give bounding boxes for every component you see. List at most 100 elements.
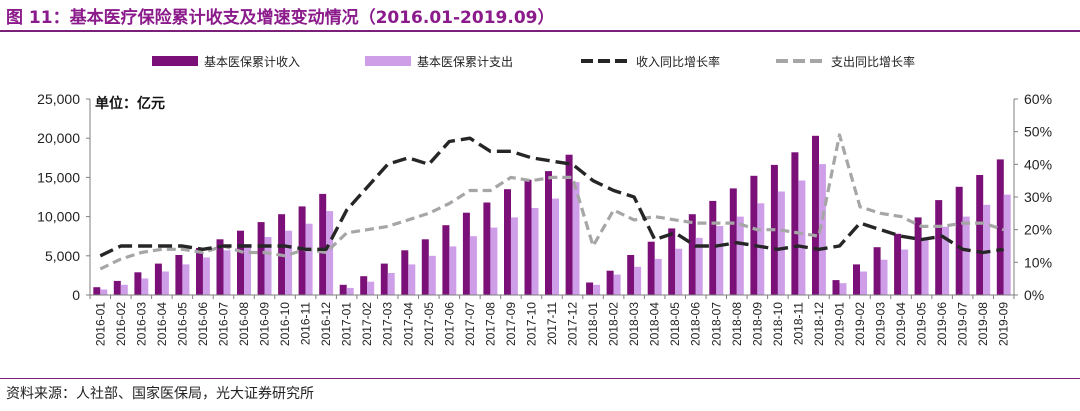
x-tick-label: 2018-06 [689,302,703,346]
bar-expense [798,180,806,295]
bar-income [339,284,347,295]
x-tick-label: 2017-04 [401,302,415,346]
bar-expense [387,273,395,295]
x-tick-label: 2017-02 [360,302,374,346]
y-left-tick-label: 15,000 [37,169,80,185]
x-tick-label: 2019-03 [874,302,888,346]
bar-income [380,263,388,295]
x-tick-label: 2017-11 [545,302,559,345]
bar-income [976,175,984,295]
bar-expense [716,226,724,295]
y-left-tick-label: 25,000 [37,91,80,107]
x-tick-label: 2016-04 [155,302,169,346]
bar-expense [490,227,498,295]
bar-income [545,171,552,295]
bar-income [894,233,902,295]
bar-expense [613,274,621,295]
bar-income [853,264,860,295]
bar-expense [880,259,888,295]
bar-income [935,200,943,295]
bar-income [113,280,121,295]
bar-income [750,175,758,295]
bar-expense [428,255,436,295]
title-divider [0,30,1080,32]
x-tick-label: 2016-09 [258,302,272,346]
bar-income [401,250,409,295]
legend-label-income-growth: 收入同比增长率 [636,54,720,69]
bar-expense [634,266,642,295]
bar-expense [100,289,108,295]
bar-expense [675,248,683,295]
legend-swatch-income [152,56,198,66]
x-tick-label: 2016-03 [134,302,148,346]
bar-expense [818,164,826,295]
bar-expense [408,264,416,295]
bar-expense [572,182,580,295]
bar-income [216,239,224,295]
bar-income [729,188,737,295]
y-right-tick-label: 50% [1024,124,1052,140]
bar-income [832,280,840,295]
chart-canvas: 基本医保累计收入 基本医保累计支出 收入同比增长率 支出同比增长率 单位：亿元 … [37,54,1052,346]
y-right-tick-label: 10% [1024,254,1052,270]
bar-expense [531,208,539,295]
x-tick-label: 2017-03 [381,302,395,346]
y-left-tick-label: 10,000 [37,209,80,225]
unit-label: 单位：亿元 [95,95,165,112]
legend-label-income: 基本医保累计收入 [204,55,300,69]
x-tick-label: 2016-07 [217,302,231,346]
bar-income [524,179,532,295]
bar-expense [367,281,375,295]
bar-income [606,270,614,295]
bar-expense [942,226,950,295]
bar-expense [736,216,744,295]
bars-layer [93,135,1011,295]
x-tick-label: 2017-07 [463,302,477,346]
x-tick-label: 2018-04 [648,302,662,346]
bar-income [688,214,696,295]
legend-swatch-expense [365,56,411,66]
y-right-tick-label: 40% [1024,156,1052,172]
x-tick-label: 2016-08 [237,302,251,346]
bar-income [914,217,922,295]
bar-expense [510,217,518,295]
bar-income [360,276,368,295]
x-tick-label: 2019-09 [997,302,1011,346]
x-tick-label: 2018-08 [730,302,744,346]
x-tick-label: 2019-02 [853,302,867,346]
bar-income [565,154,573,295]
bar-income [442,225,450,295]
bar-expense [962,216,970,295]
bar-income [709,200,717,295]
x-tick-label: 2019-04 [894,302,908,346]
x-tick-label: 2018-03 [627,302,641,346]
bar-income [93,287,101,295]
bar-expense [921,238,929,295]
bar-income [237,230,244,295]
y-left-tick-label: 5,000 [45,248,80,264]
bar-income [421,239,429,295]
x-tick-label: 2018-11 [791,302,805,345]
x-tick-label: 2018-09 [750,302,764,346]
bar-expense [264,237,272,295]
bar-expense [161,271,169,295]
x-tick-label: 2017-12 [566,302,580,346]
x-tick-label: 2018-10 [771,302,785,346]
bar-expense [120,284,128,295]
bar-income [257,222,265,295]
x-tick-label: 2016-10 [278,302,292,346]
bar-income [154,263,162,295]
x-tick-label: 2016-02 [114,302,128,346]
bar-income [873,247,881,295]
axes-layer: 0 5,000 10,000 15,000 20,000 25,000 0% 10% 20% 30… [37,91,1052,346]
x-tick-label: 2016-12 [319,302,333,346]
legend-label-expense-growth: 支出同比增长率 [831,54,915,69]
x-tick-label: 2018-02 [607,302,621,346]
x-tick-label: 2019-08 [976,302,990,346]
x-tick-label: 2017-09 [504,302,518,346]
y-right-tick-label: 0% [1024,287,1044,303]
bar-expense [757,203,765,295]
bar-income [504,189,511,295]
bar-expense [983,204,991,295]
line-income-growth [99,136,1004,258]
